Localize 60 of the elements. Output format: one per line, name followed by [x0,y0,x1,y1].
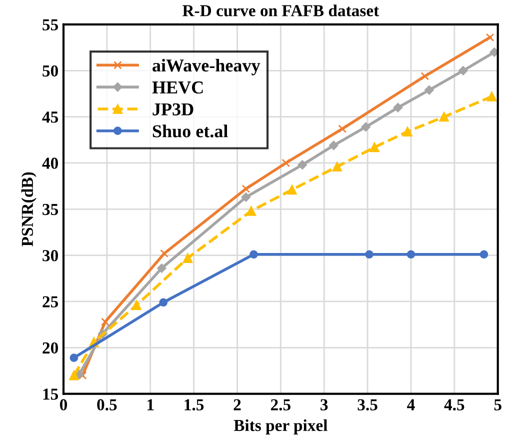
point [406,250,416,259]
legend-label: JP3D [152,103,194,116]
point [420,72,430,80]
point [242,184,250,194]
y-tick-label: 15 [43,388,58,400]
point [78,371,87,380]
legend-label: Shuo et.al [152,124,228,138]
point [439,112,449,122]
point [159,298,168,307]
x-tick-label: 4 [407,399,415,410]
y-tick-label: 55 [42,19,58,30]
chart-title: R-D curve on FAFB dataset [182,4,380,16]
x-tick-label: 1.5 [184,399,204,410]
y-axis-title: PSNR(dB) [21,172,36,246]
point [287,184,297,195]
point [182,253,193,263]
point [160,249,168,258]
point [480,250,488,259]
point [250,250,258,259]
point [332,162,342,172]
x-tick-label: 1 [148,399,154,410]
y-tick-label: 20 [42,342,58,354]
x-tick-label: 3.5 [358,399,378,410]
point [486,92,497,102]
point [402,126,412,136]
x-tick-label: 0 [60,399,68,410]
y-tick-label: 35 [42,204,58,216]
point [132,300,142,310]
point [393,102,403,112]
point [101,318,110,326]
x-tick-label: 4.5 [444,399,464,410]
point [458,66,468,76]
point [69,370,79,380]
legend-label: aiWave-heavy [152,58,260,76]
x-tick-label: 3 [320,399,328,410]
y-tick-label: 25 [42,296,58,308]
point [338,124,347,133]
legend-label: HEVC [152,81,203,94]
x-tick-label: 0.5 [97,399,117,410]
x-tick-label: 5 [494,399,502,410]
point [365,250,374,259]
point [424,85,434,95]
y-tick-label: 45 [42,112,58,123]
point [486,33,494,42]
y-tick-label: 30 [42,250,58,262]
point [329,140,338,150]
point [298,160,308,170]
y-tick-label: 50 [42,65,58,77]
x-tick-label: 2.5 [270,399,290,410]
point [246,206,256,216]
point [370,142,380,152]
point [282,158,290,168]
point [241,192,251,202]
point [70,354,78,362]
point [490,48,498,57]
y-tick-label: 40 [42,158,58,169]
point [361,122,370,132]
x-tick-label: 2 [234,399,241,410]
point [157,264,166,273]
x-axis-title: Bits per pixel [234,419,328,434]
